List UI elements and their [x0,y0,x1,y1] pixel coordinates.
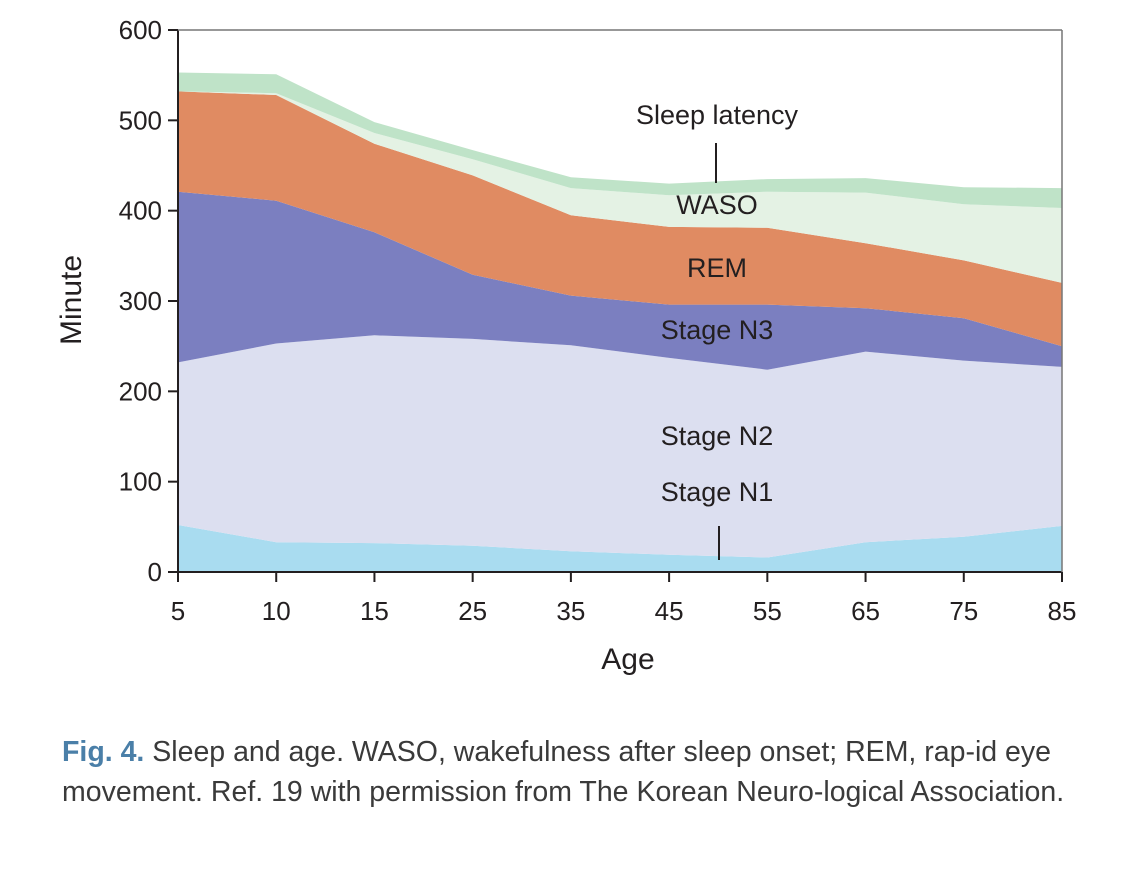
label-stage-n2: Stage N2 [661,421,774,451]
y-tick-label: 500 [119,105,162,135]
y-axis-title: Minute [55,255,88,345]
figure-caption: Fig. 4. Sleep and age. WASO, wakefulness… [62,732,1072,812]
y-tick-label: 400 [119,196,162,226]
x-axis-title: Age [601,643,654,676]
area-stage-n3 [178,191,1062,370]
area-waso [178,91,1062,283]
label-waso: WASO [676,190,758,220]
label-rem: REM [687,253,747,283]
area-rem [178,91,1062,347]
stacked-area-chart: 0 100 200 300 400 500 600 5 10 15 25 35 45 55 65 75 85 M… [55,15,1077,676]
label-sleep-latency: Sleep latency [636,100,799,130]
area-sleep-latency [178,72,1062,208]
x-tick-label: 75 [949,596,978,626]
x-tick-label: 35 [556,596,585,626]
x-tick-label: 65 [851,596,880,626]
y-tick-label: 200 [119,376,162,406]
caption-label: Fig. 4. [62,736,145,768]
x-tick-label: 25 [458,596,487,626]
y-tick-label: 300 [119,286,162,316]
caption-text: Sleep and age. WASO, wakefulness after s… [62,736,1065,808]
label-stage-n1: Stage N1 [661,477,774,507]
x-tick-label: 5 [171,596,185,626]
x-tick-label: 45 [655,596,684,626]
y-tick-label: 0 [148,557,162,587]
area-stage-n1 [178,525,1062,572]
x-tick-label: 85 [1048,596,1077,626]
label-stage-n3: Stage N3 [661,315,774,345]
x-tick-label: 10 [262,596,291,626]
y-tick-label: 100 [119,467,162,497]
x-tick-label: 15 [360,596,389,626]
x-tick-label: 55 [753,596,782,626]
area-stage-n2 [178,335,1062,558]
y-tick-label: 600 [119,15,162,45]
